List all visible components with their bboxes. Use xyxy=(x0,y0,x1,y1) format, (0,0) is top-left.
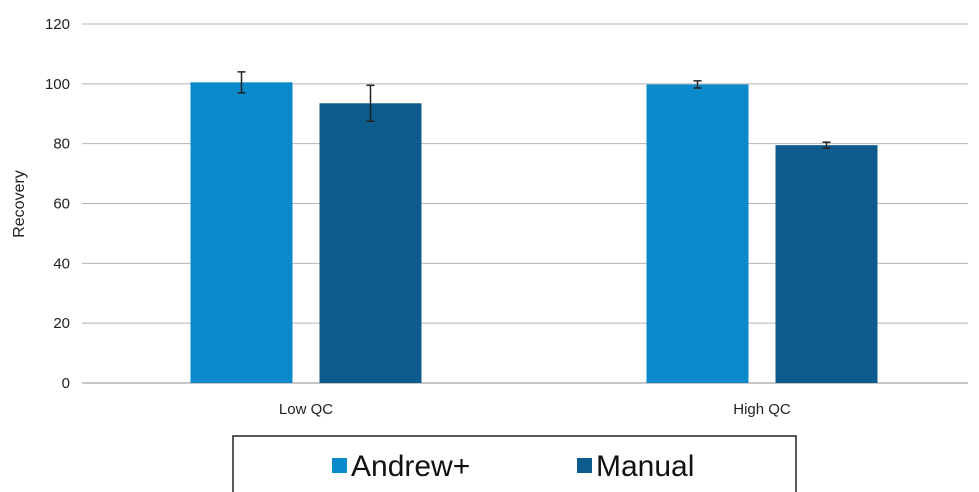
bar-manual-low-qc xyxy=(319,103,422,383)
y-tick-label: 40 xyxy=(53,255,70,272)
legend-swatch xyxy=(332,458,347,473)
legend: Andrew+ Manual xyxy=(232,435,797,492)
y-tick-label: 120 xyxy=(45,16,70,33)
bar-manual-high-qc xyxy=(775,145,878,383)
y-tick-label: 100 xyxy=(45,76,70,93)
x-category-label: High QC xyxy=(733,401,791,418)
x-category-label: Low QC xyxy=(279,401,333,418)
y-tick-label: 0 xyxy=(62,375,70,392)
legend-label: Manual xyxy=(596,450,694,483)
y-tick-label: 60 xyxy=(53,196,70,213)
y-axis-ticks: 0 20 40 60 80 100 120 xyxy=(45,16,70,392)
bar-andrew-high-qc xyxy=(646,84,749,383)
bars xyxy=(190,82,878,384)
y-axis-title: Recovery xyxy=(11,170,28,238)
legend-box xyxy=(232,435,797,492)
bar-andrew-low-qc xyxy=(190,82,293,384)
error-bars xyxy=(237,71,831,149)
y-tick-label: 20 xyxy=(53,315,70,332)
y-tick-label: 80 xyxy=(53,136,70,153)
legend-label: Andrew+ xyxy=(351,450,470,483)
legend-swatch xyxy=(577,458,592,473)
x-axis-categories: Low QC High QC xyxy=(279,401,791,418)
